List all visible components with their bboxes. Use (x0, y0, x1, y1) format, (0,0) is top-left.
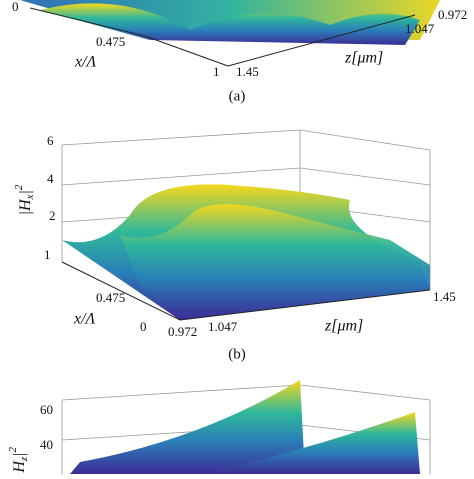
tick-label: 0.475 (96, 290, 125, 305)
tick-label: 0 (12, 0, 19, 14)
tick-label: 1.45 (236, 64, 259, 79)
axis-label: z[μm] (344, 50, 383, 67)
tick-label: 1.047 (208, 319, 238, 334)
panel-c: 60 40 |Hz|2 (7, 380, 431, 477)
caption: (a) (229, 88, 246, 104)
tick-label: 60 (40, 402, 53, 417)
axis-label: |Hz|2 (7, 446, 30, 474)
tick-label: 1.45 (433, 289, 456, 304)
axis-label: x/Λ (74, 54, 97, 71)
surface (200, 412, 420, 474)
axis (61, 261, 431, 321)
surface (40, 3, 420, 46)
caption: (b) (228, 346, 246, 362)
surface (70, 380, 305, 474)
surface (120, 204, 430, 320)
frame (61, 129, 431, 290)
axis-label: x/Λ (73, 311, 96, 328)
axis-label: z[μm] (324, 318, 363, 335)
tick-label: 1 (44, 247, 51, 262)
tick-label: 1 (213, 64, 220, 79)
tick-label: 4 (47, 171, 54, 186)
axis (29, 7, 229, 67)
axis (227, 14, 416, 67)
axis-label: |Hx|2 (13, 184, 36, 215)
tick-label: 0.475 (96, 34, 125, 49)
tick-label: 40 (40, 437, 53, 452)
tick-label: 1.047 (405, 21, 435, 36)
panel-a: 0 0.475 x/Λ 1 1.45 z[μm] 1.047 0.972 (a) (12, 0, 467, 104)
tick-label: 0.972 (168, 324, 197, 339)
tick-label: 6 (47, 133, 54, 148)
tick-label: 2 (49, 208, 56, 223)
panel-b: 6 4 2 |Hx|2 1 0.475 x/Λ 0 0.972 1.047 1.… (13, 129, 456, 362)
tick-label: 0 (140, 319, 147, 334)
tick-label: 0.972 (438, 7, 467, 22)
